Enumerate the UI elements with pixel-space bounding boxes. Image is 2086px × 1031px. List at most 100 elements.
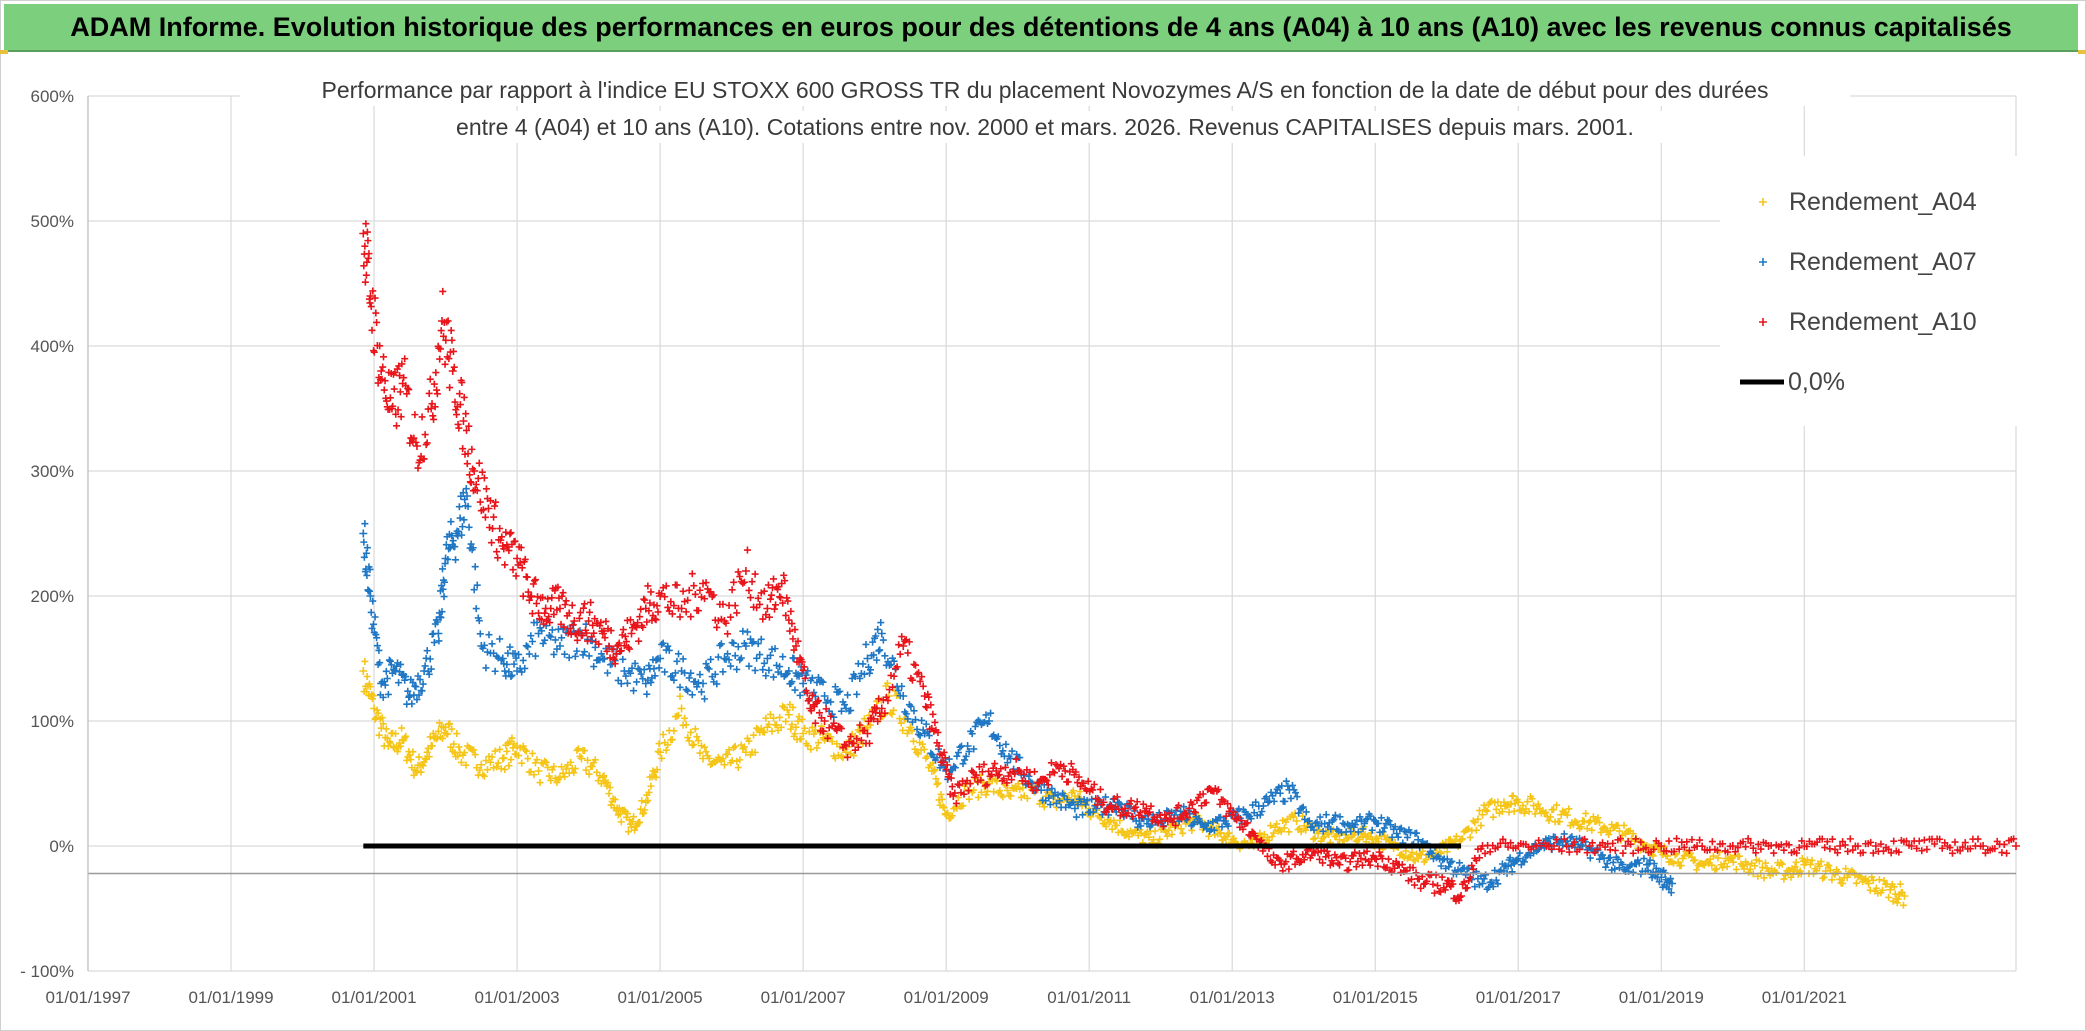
data-point [771,645,779,653]
data-point [525,596,533,604]
data-point [483,766,491,774]
data-point [739,579,747,587]
data-point [1459,835,1467,843]
data-point [491,502,499,510]
data-point [1869,876,1877,884]
data-point [947,767,955,775]
data-point [608,645,616,653]
data-point [1673,835,1681,843]
data-point [512,654,520,662]
data-point [462,410,470,418]
data-point [1230,834,1238,842]
data-point [584,617,593,625]
data-point [1463,884,1471,892]
data-point [1163,832,1171,840]
data-point [814,739,822,747]
data-point [874,625,882,633]
data-point [670,602,678,610]
data-point [1744,835,1752,843]
data-point [940,804,948,812]
data-point [965,747,973,755]
data-point [2010,835,2018,843]
data-point [1708,861,1716,869]
data-point [404,687,412,695]
data-point [1735,852,1743,860]
data-point [1050,769,1058,777]
x-tick-label: 01/01/2017 [1476,988,1561,1007]
data-point [412,767,421,775]
data-point [436,345,444,353]
data-point [1566,834,1574,842]
data-point [859,660,867,668]
data-point [539,593,547,601]
data-point [434,727,442,735]
data-point [367,608,375,616]
data-point [745,586,753,594]
data-point [488,539,496,547]
data-point [1110,816,1118,824]
data-point [965,795,973,803]
data-point [1712,865,1720,873]
data-point [1027,783,1035,791]
data-point [1556,818,1564,826]
data-point [480,474,488,482]
data-point [760,728,768,736]
data-point [661,668,669,676]
data-point [877,629,886,638]
data-point [1899,901,1907,909]
data-point [547,777,555,785]
data-point [412,683,420,691]
data-point [645,662,653,670]
data-point [1437,888,1445,896]
data-point [1792,858,1800,866]
data-point [459,489,467,497]
data-point [980,760,988,768]
data-point [628,664,636,672]
data-point [510,660,518,668]
data-point [531,652,539,660]
data-point [824,734,832,742]
data-point [573,636,581,644]
data-point [631,659,639,667]
data-point [1583,825,1591,833]
data-point [1885,845,1893,853]
data-point [1946,844,1954,852]
data-point [494,554,502,562]
data-point [1409,864,1417,872]
data-point [918,716,926,724]
data-point [582,766,590,774]
data-point [393,662,401,670]
data-point [1170,815,1178,823]
data-point [664,603,672,611]
data-point [1351,848,1359,856]
data-point [1961,839,1969,847]
data-point [2000,840,2008,848]
data-point [654,608,662,616]
data-point [814,674,822,682]
data-point [396,372,404,380]
data-point [942,810,951,819]
data-point [534,767,543,775]
data-point [561,650,569,658]
data-point [1020,770,1028,778]
data-point [423,439,431,447]
data-point [1594,814,1602,822]
data-point [919,682,927,690]
data-point [519,656,527,664]
data-point [751,666,759,674]
data-point [455,528,463,536]
data-point [447,326,455,334]
data-point [750,731,758,739]
data-point [687,613,695,621]
data-point [1880,847,1887,855]
data-point [1142,804,1151,813]
data-point [441,360,449,368]
data-point [458,523,466,531]
data-point [960,790,968,798]
data-point [1508,868,1516,876]
data-point [1095,796,1103,804]
data-point [959,760,967,768]
data-point [798,658,806,666]
data-point [451,398,459,406]
data-point [724,750,732,758]
